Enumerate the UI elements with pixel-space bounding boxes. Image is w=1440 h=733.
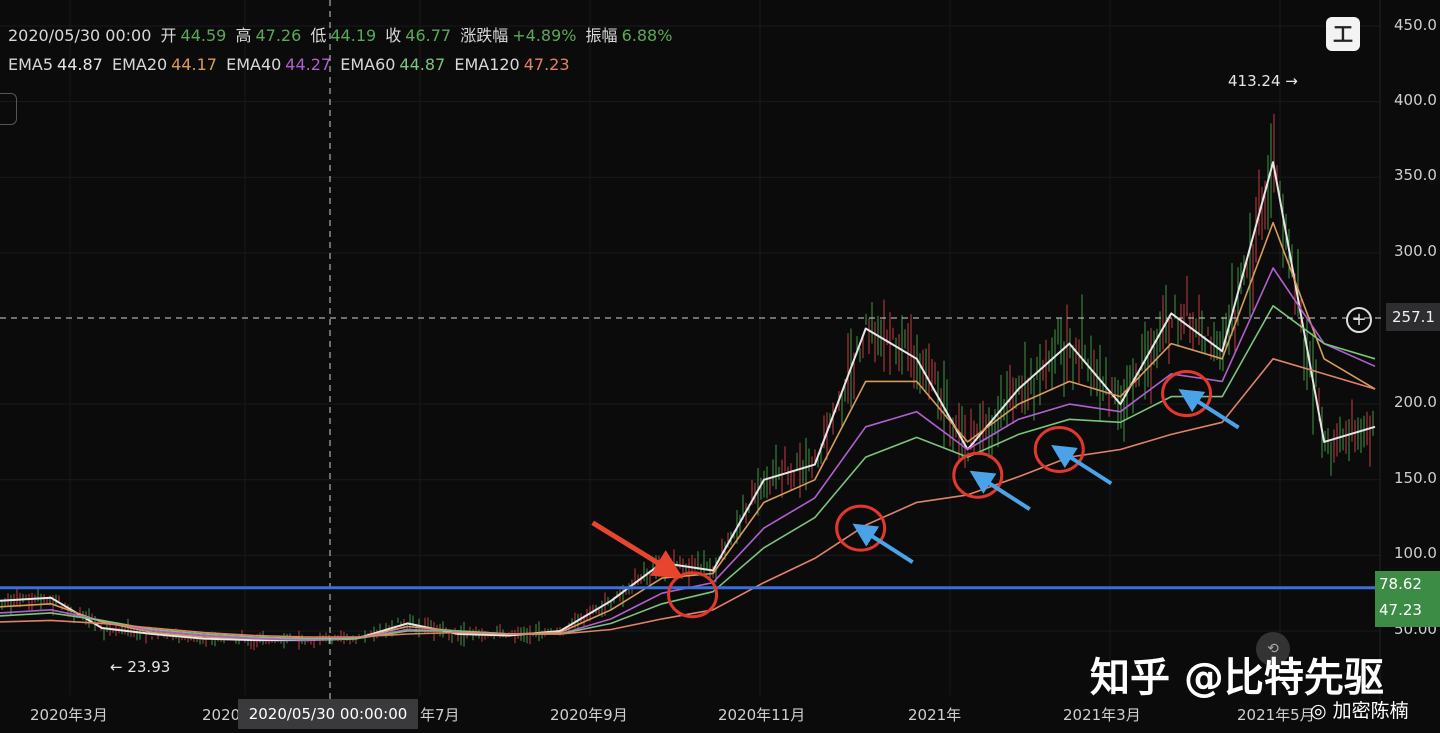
x-tick-label: 2020年11月 bbox=[718, 706, 806, 724]
low-value: 44.19 bbox=[330, 26, 377, 45]
ema60-label: EMA60 bbox=[340, 55, 396, 74]
ema120-value: 47.23 bbox=[523, 55, 570, 74]
crosshair-time-label: 2020/05/30 00:00:00 bbox=[238, 699, 418, 729]
ema20-label: EMA20 bbox=[111, 55, 168, 74]
x-tick-label: 2021年5月 bbox=[1237, 706, 1315, 724]
blue-arrow bbox=[1051, 445, 1113, 486]
ema5-label: EMA5 bbox=[8, 55, 54, 74]
reset-icon[interactable]: ⟲ bbox=[1256, 632, 1290, 666]
low-marker-label: ← 23.93 bbox=[110, 658, 171, 676]
ema60-line bbox=[0, 304, 1376, 640]
x-tick-label: 年7月 bbox=[420, 706, 460, 724]
open-label: 开 bbox=[160, 26, 177, 45]
high-marker-label: 413.24 → bbox=[1228, 72, 1298, 90]
red-arrow bbox=[591, 520, 684, 579]
y-tick-label: 150.0 bbox=[1394, 469, 1437, 487]
highlight-circle bbox=[1161, 370, 1213, 418]
close-label: 收 bbox=[385, 26, 402, 45]
y-tick-label: 450.0 bbox=[1394, 16, 1437, 34]
last-price-secondary: 47.23 bbox=[1379, 601, 1422, 619]
y-tick-label: 200.0 bbox=[1394, 393, 1437, 411]
change-value: +4.89% bbox=[512, 26, 577, 45]
amplitude-value: 6.88% bbox=[621, 26, 673, 45]
y-tick-label: 350.0 bbox=[1394, 166, 1437, 184]
ema120-label: EMA120 bbox=[454, 55, 520, 74]
highlight-circle bbox=[835, 504, 887, 552]
x-tick-label: 2021年3月 bbox=[1063, 706, 1141, 724]
ema60-value: 44.87 bbox=[399, 55, 446, 74]
blue-arrow bbox=[1178, 389, 1240, 430]
add-alert-icon[interactable]: + bbox=[1346, 307, 1372, 333]
watermark-secondary: ◎ 加密陈楠 bbox=[1310, 700, 1409, 722]
last-price-primary: 78.62 bbox=[1379, 575, 1422, 593]
high-value: 47.26 bbox=[255, 26, 302, 45]
blue-arrow bbox=[969, 470, 1031, 511]
ema40-label: EMA40 bbox=[226, 55, 282, 74]
low-label: 低 bbox=[310, 26, 327, 45]
ema120-line bbox=[0, 357, 1376, 638]
left-panel-toggle[interactable] bbox=[0, 93, 17, 125]
x-tick-label: 2020年9月 bbox=[550, 706, 628, 724]
x-tick-label: 2021年 bbox=[908, 706, 962, 724]
blue-arrow bbox=[852, 523, 914, 564]
ema20-line bbox=[0, 221, 1376, 641]
amplitude-label: 振幅 bbox=[585, 26, 618, 45]
header-datetime: 2020/05/30 00:00 bbox=[8, 26, 152, 45]
y-tick-label: 400.0 bbox=[1394, 91, 1437, 109]
ema20-value: 44.17 bbox=[171, 55, 217, 74]
ema5-line bbox=[0, 161, 1376, 642]
crosshair-price-label: 257.1 bbox=[1386, 303, 1440, 331]
ema-header: EMA5 44.87 EMA20 44.17 EMA40 44.27 EMA60 44.… bbox=[8, 55, 574, 74]
change-label: 涨跌幅 bbox=[460, 26, 509, 45]
open-value: 44.59 bbox=[180, 26, 227, 45]
y-tick-label: 100.0 bbox=[1394, 544, 1437, 562]
high-label: 高 bbox=[235, 26, 252, 45]
y-tick-label: 300.0 bbox=[1394, 242, 1437, 260]
close-value: 46.77 bbox=[405, 26, 452, 45]
ema5-value: 44.87 bbox=[57, 55, 103, 74]
x-tick-label: 2020年3月 bbox=[30, 706, 108, 724]
highlight-circle bbox=[667, 571, 719, 619]
watermark-primary: 知乎 @比特先驱 bbox=[1090, 655, 1384, 701]
chart-mode-button[interactable]: 工 bbox=[1326, 17, 1360, 51]
highlight-circle bbox=[952, 451, 1004, 499]
highlight-circle bbox=[1033, 426, 1085, 473]
ema40-value: 44.27 bbox=[285, 55, 332, 74]
last-price-badge: 78.62 47.23 bbox=[1375, 571, 1440, 627]
